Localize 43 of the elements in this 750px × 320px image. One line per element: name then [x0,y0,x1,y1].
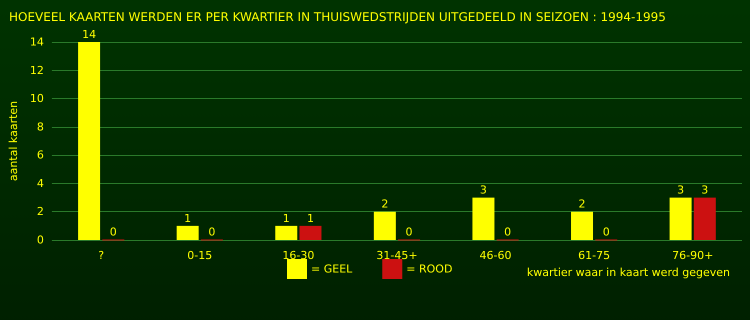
legend-label: = GEEL [311,262,354,276]
data-label: 1 [306,212,314,225]
data-label: 2 [578,198,586,211]
y-tick-label: 10 [30,92,44,106]
bar [176,226,199,240]
bar [374,212,396,240]
bar [472,198,494,240]
bar [299,226,322,240]
chart-title: HOEVEEL KAARTEN WERDEN ER PER KWARTIER IN THUISWEDSTRIJDEN UITGEDEELD IN SEIZOEN : 1994-1995 [9,10,666,24]
y-tick-label: 0 [36,234,44,246]
x-tick-label: 46-60 [480,249,512,262]
y-tick-label: 14 [30,36,44,48]
y-tick-label: 12 [30,64,44,77]
x-tick-label: 76-90+ [672,249,714,262]
data-label: 0 [110,226,117,238]
data-label: 0 [602,226,610,238]
y-tick-label: 8 [36,120,44,134]
x-axis-title: kwartier waar in kaart werd gegeven [526,266,730,279]
y-tick-label: 4 [36,176,44,190]
x-tick-label: 0-15 [187,249,212,262]
bar [670,198,692,240]
data-label: 0 [406,226,413,238]
data-label: 3 [677,184,684,197]
data-label: 0 [504,226,512,238]
y-axis-title: aantal kaarten [7,100,20,182]
data-label: 1 [184,212,192,225]
bar [571,212,594,240]
data-label: 0 [208,226,216,238]
data-label: 2 [381,198,388,211]
data-label: 1 [282,212,290,225]
bar [275,226,298,240]
bar [78,42,100,240]
y-tick-label: 2 [36,205,44,218]
data-label: 3 [701,184,708,197]
data-label: 14 [82,28,96,41]
x-tick-label: ? [98,249,104,262]
legend-label: = ROOD [406,262,452,276]
x-tick-label: 31-45+ [376,249,418,262]
data-label: 3 [480,184,487,197]
bar [694,198,716,240]
x-tick-label: 16-30 [282,249,314,262]
x-tick-label: 61-75 [578,249,610,262]
y-tick-label: 6 [36,148,44,162]
